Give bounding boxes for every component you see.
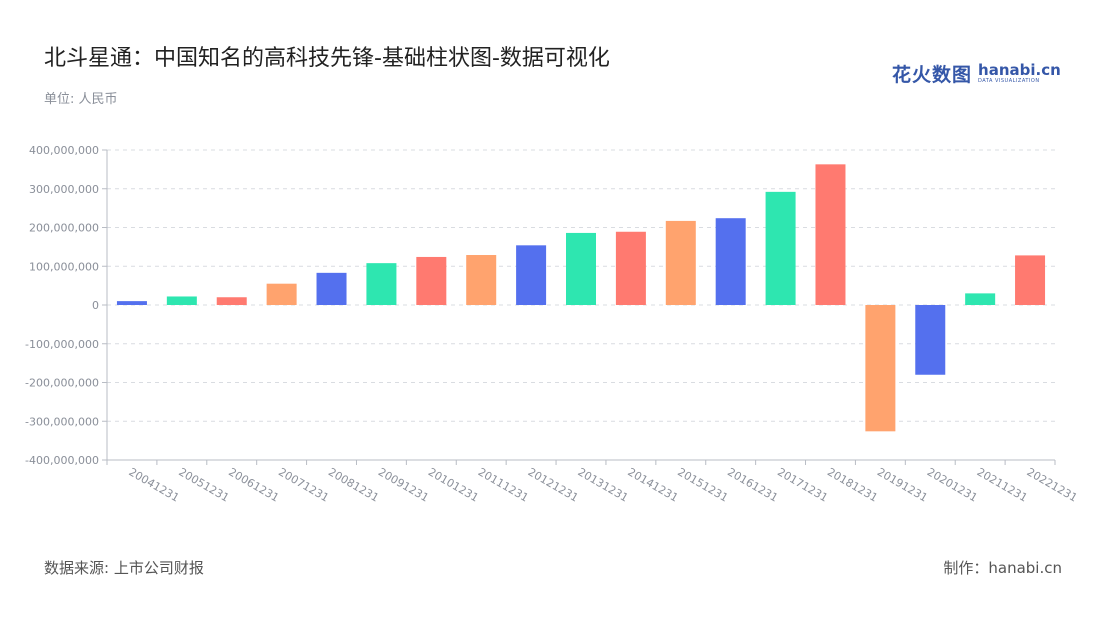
x-tick-label: 20181231 [825,465,880,504]
x-tick-label: 20081231 [326,465,381,504]
y-tick-label: 100,000,000 [29,260,99,273]
bar [615,231,646,305]
x-tick-label: 20211231 [975,465,1030,504]
logo-en-text: hanabi.cn [978,60,1061,79]
x-tick-label: 20141231 [625,465,680,504]
bar [915,305,946,375]
x-tick-label: 20061231 [226,465,281,504]
y-tick-label: 200,000,000 [29,222,99,235]
x-tick-label: 20131231 [576,465,631,504]
bar [815,164,846,305]
bar [116,301,147,305]
x-tick-label: 20171231 [775,465,830,504]
logo-sub-text: DATA VISUALIZATION [978,77,1040,84]
chart-title: 北斗星通：中国知名的高科技先锋-基础柱状图-数据可视化 [44,46,610,71]
y-tick-label: 300,000,000 [29,183,99,196]
bar [216,297,247,305]
x-tick-label: 20091231 [376,465,431,504]
bar [516,245,547,305]
logo-cn-text: 花火数图 [892,64,973,86]
axes [106,150,1055,461]
bar [765,191,796,305]
x-tick-label: 20071231 [276,465,331,504]
y-tick-label: 400,000,000 [29,144,99,157]
x-tick-label: 20121231 [526,465,581,504]
x-tick-label: 20161231 [725,465,780,504]
bar [316,272,347,305]
x-tick-label: 20191231 [875,465,930,504]
bar [865,305,896,432]
y-tick-label: -400,000,000 [25,454,99,467]
x-tick-label: 20201231 [925,465,980,504]
bar [566,232,596,305]
bar [665,220,696,305]
logo-en-block: hanabi.cn DATA VISUALIZATION [978,60,1061,85]
y-tick-label: -300,000,000 [25,415,99,428]
y-tick-label: 0 [92,299,99,312]
x-tick-label: 20151231 [675,465,730,504]
x-axis-ticks: 2004123120051231200612312007123120081231… [106,460,1080,505]
x-tick-label: 20041231 [126,465,181,504]
bar [715,218,746,305]
bar [1015,255,1046,305]
bar [965,293,996,305]
hanabi-logo: 花火数图 hanabi.cn DATA VISUALIZATION [892,60,1061,87]
bar [466,255,497,305]
y-axis-ticks: 400,000,000 300,000,000 200,000,000 100,000… [25,144,107,467]
unit-label: 单位: 人民币 [44,92,118,107]
bars [116,164,1046,432]
bar [366,263,397,305]
bar [266,283,297,305]
x-tick-label: 20101231 [426,465,481,504]
x-tick-label: 20111231 [476,465,531,504]
y-tick-label: -200,000,000 [25,377,99,390]
credit: 制作：hanabi.cn [943,559,1062,577]
x-tick-label: 20221231 [1025,465,1080,504]
y-tick-label: -100,000,000 [25,338,99,351]
bar [166,296,197,305]
data-source: 数据来源: 上市公司财报 [44,559,204,577]
x-tick-label: 20051231 [176,465,231,504]
bar [416,256,447,305]
